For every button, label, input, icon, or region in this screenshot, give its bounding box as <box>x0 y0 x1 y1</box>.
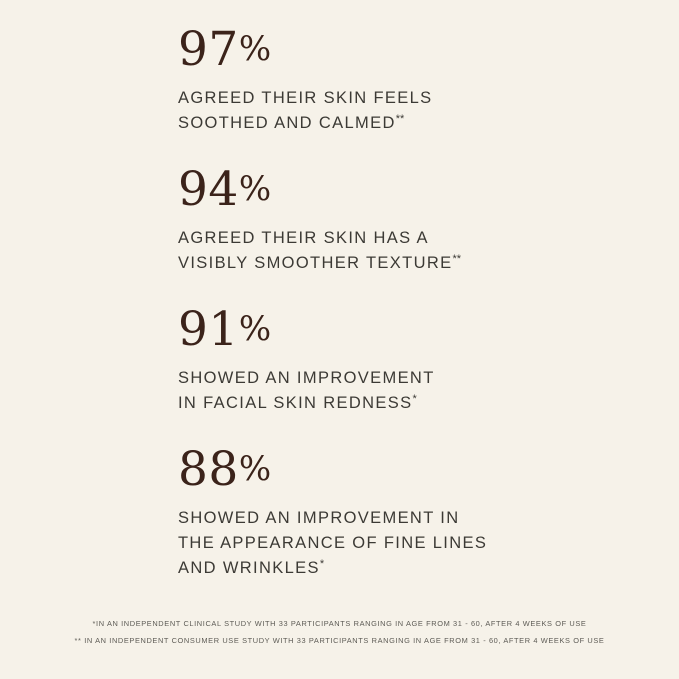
stat-description-line: AGREED THEIR SKIN HAS A <box>178 229 429 248</box>
footnotes: *IN AN INDEPENDENT CLINICAL STUDY WITH 3… <box>0 618 679 646</box>
stat-description: SHOWED AN IMPROVEMENT IN FACIAL SKIN REDN… <box>178 366 648 416</box>
footnote-marker: * <box>319 558 325 571</box>
stat-description-line: AGREED THEIR SKIN FEELS <box>178 88 433 107</box>
stat-number: 88 <box>178 442 239 498</box>
stat-value: 88% <box>178 446 648 494</box>
stat-number: 97 <box>178 22 239 77</box>
stat-description: AGREED THEIR SKIN FEELS SOOTHED AND CALME… <box>178 86 648 136</box>
footnote-marker: ** <box>395 113 405 126</box>
percent-symbol: % <box>238 309 272 350</box>
percent-symbol: % <box>238 29 272 69</box>
stat-number: 94 <box>178 162 239 218</box>
stat-description: AGREED THEIR SKIN HAS A VISIBLY SMOOTHER … <box>178 226 648 276</box>
footnote-single-asterisk: *IN AN INDEPENDENT CLINICAL STUDY WITH 3… <box>92 619 587 628</box>
stat-value: 97% <box>178 26 648 74</box>
stat-description-line: AND WRINKLES <box>178 559 320 578</box>
stat-description: SHOWED AN IMPROVEMENT IN THE APPEARANCE O… <box>178 506 648 581</box>
stat-description-line: SHOWED AN IMPROVEMENT <box>178 369 435 388</box>
stat-block: 91% SHOWED AN IMPROVEMENT IN FACIAL SKIN … <box>178 306 648 416</box>
footnote-marker: ** <box>452 253 462 266</box>
stat-block: 94% AGREED THEIR SKIN HAS A VISIBLY SMOOT… <box>178 166 648 276</box>
stat-value: 94% <box>178 166 648 214</box>
stat-description-line: IN FACIAL SKIN REDNESS <box>178 394 413 413</box>
stat-description-line: VISIBLY SMOOTHER TEXTURE <box>178 254 453 273</box>
stat-description-line: SHOWED AN IMPROVEMENT IN <box>178 509 460 528</box>
percent-symbol: % <box>238 169 272 210</box>
stat-description-line: THE APPEARANCE OF FINE LINES <box>178 534 488 553</box>
footnote-double-asterisk: ** IN AN INDEPENDENT CONSUMER USE STUDY … <box>74 636 605 646</box>
stat-block: 88% SHOWED AN IMPROVEMENT IN THE APPEARAN… <box>178 446 648 581</box>
footnote-marker: * <box>412 393 417 406</box>
statistics-list: 97% AGREED THEIR SKIN FEELS SOOTHED AND C… <box>178 26 648 581</box>
stat-block: 97% AGREED THEIR SKIN FEELS SOOTHED AND C… <box>178 26 648 136</box>
stat-description-line: SOOTHED AND CALMED <box>178 114 396 133</box>
stat-value: 91% <box>178 306 648 354</box>
stat-number: 91 <box>178 302 239 358</box>
percent-symbol: % <box>238 449 272 490</box>
